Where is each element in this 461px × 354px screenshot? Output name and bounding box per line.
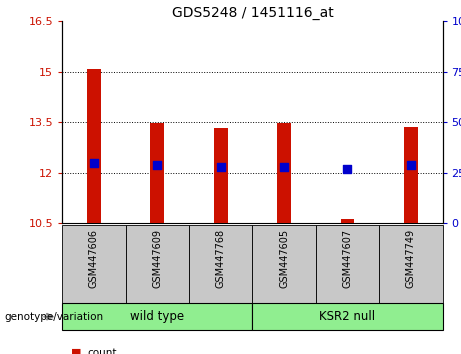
Bar xyxy=(316,225,379,303)
Bar xyxy=(150,123,164,223)
Text: GSM447605: GSM447605 xyxy=(279,229,289,288)
Bar xyxy=(341,219,355,223)
Bar xyxy=(277,124,291,223)
Bar xyxy=(404,127,418,223)
Text: GSM447609: GSM447609 xyxy=(152,229,162,288)
Text: ■: ■ xyxy=(71,348,82,354)
Bar xyxy=(87,69,101,223)
Point xyxy=(344,166,351,171)
Text: GSM447607: GSM447607 xyxy=(343,229,353,288)
Text: GSM447606: GSM447606 xyxy=(89,229,99,288)
Text: count: count xyxy=(88,348,117,354)
Point xyxy=(154,162,161,168)
Bar xyxy=(379,225,443,303)
Bar xyxy=(125,225,189,303)
Point xyxy=(407,162,414,168)
Bar xyxy=(252,303,443,330)
Bar xyxy=(62,225,125,303)
Point xyxy=(90,160,98,166)
Bar xyxy=(214,128,228,223)
Bar xyxy=(62,303,253,330)
Text: KSR2 null: KSR2 null xyxy=(319,310,376,323)
Point xyxy=(280,164,288,169)
Text: GSM447768: GSM447768 xyxy=(216,229,226,288)
Text: GSM447749: GSM447749 xyxy=(406,229,416,288)
Bar xyxy=(189,225,253,303)
Point xyxy=(217,164,225,169)
Text: wild type: wild type xyxy=(130,310,184,323)
Title: GDS5248 / 1451116_at: GDS5248 / 1451116_at xyxy=(171,6,333,20)
Bar xyxy=(252,225,316,303)
Text: genotype/variation: genotype/variation xyxy=(5,312,104,322)
